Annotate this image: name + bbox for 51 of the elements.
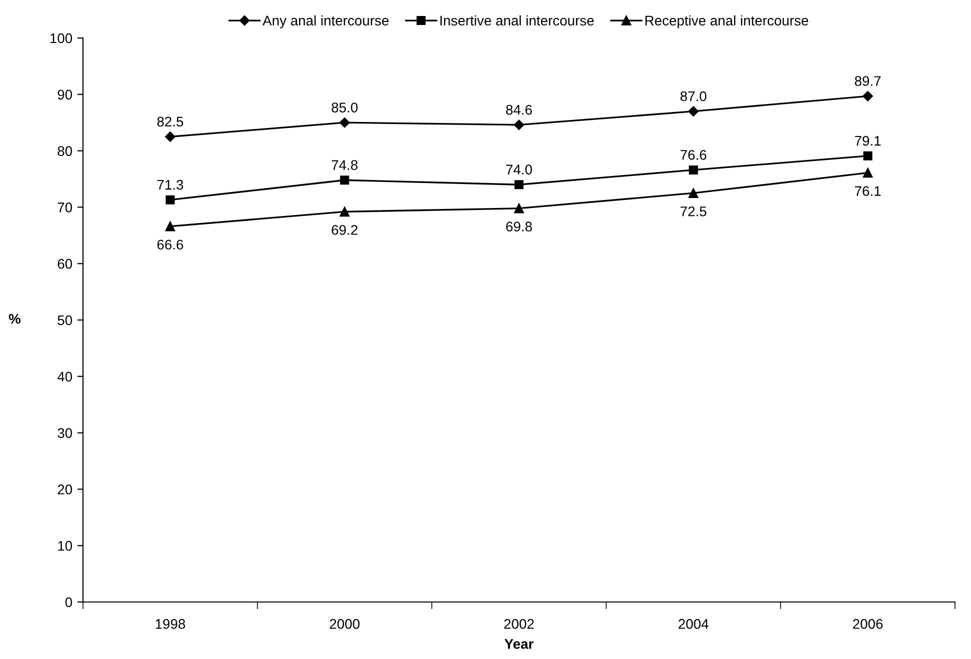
y-axis-title: % [8, 314, 20, 324]
point [165, 222, 176, 232]
point [862, 90, 873, 102]
y-tick-label: 40 [57, 372, 72, 382]
y-tick-label: 30 [58, 428, 72, 438]
x-tick-label: 2002 [504, 619, 534, 629]
point [688, 188, 698, 198]
data-label: 66.6 [157, 240, 184, 250]
data-label: 87.0 [680, 91, 706, 102]
data-label: 74.8 [332, 160, 358, 170]
point [688, 106, 699, 116]
legend-label: Receptive anal intercourse [645, 15, 808, 28]
data-label: 69.8 [506, 222, 532, 232]
y-tick-label: 10 [58, 540, 72, 551]
point [340, 176, 350, 185]
point [339, 117, 350, 128]
data-label: 69.2 [332, 225, 358, 235]
data-label: 89.7 [854, 76, 881, 86]
legend-label: Any anal intercourse [262, 15, 389, 28]
y-tick-label: 90 [58, 90, 72, 100]
x-tick-label: 2004 [678, 619, 708, 629]
y-tick-label: 80 [58, 146, 72, 156]
y-tick-label: 100 [50, 33, 72, 44]
point [166, 195, 175, 204]
point [514, 120, 524, 130]
x-axis-title: Year [504, 639, 534, 649]
point [514, 203, 524, 214]
data-label: 82.5 [157, 116, 184, 127]
data-label: 71.3 [157, 180, 184, 190]
data-label: 76.1 [854, 186, 881, 196]
point [863, 151, 872, 160]
point [165, 132, 176, 142]
y-tick-label: 20 [58, 484, 72, 494]
y-tick-label: 70 [58, 202, 72, 212]
point [340, 206, 350, 217]
point [688, 165, 698, 174]
x-tick-label: 2000 [330, 619, 360, 629]
data-label: 85.0 [332, 102, 358, 112]
x-tick-label: 2006 [853, 619, 883, 629]
point [862, 168, 873, 178]
y-tick-label: 50 [58, 315, 72, 326]
data-label: 72.5 [680, 206, 706, 216]
y-tick-label: 0 [65, 597, 72, 608]
data-label: 84.6 [506, 104, 532, 115]
x-tick-label: 1998 [156, 619, 186, 629]
legend-label: Insertive anal intercourse [440, 15, 594, 26]
data-label: 79.1 [854, 136, 881, 146]
y-tick-label: 60 [58, 258, 72, 269]
data-label: 74.0 [506, 164, 532, 174]
data-label: 76.6 [680, 150, 706, 160]
point [514, 180, 524, 190]
